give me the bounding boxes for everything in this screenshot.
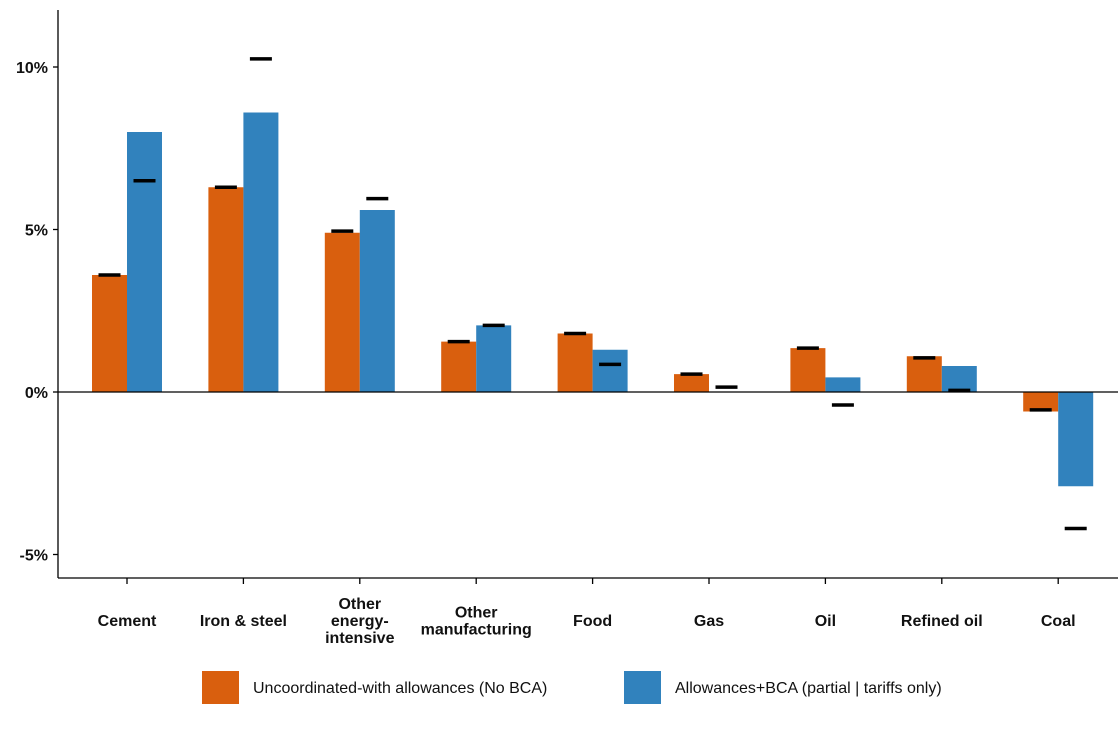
legend-swatch-bca [624,671,661,704]
category-label: Other [455,605,498,622]
bar-bca [127,132,162,392]
category-label: manufacturing [421,622,532,639]
legend-label-no-bca: Uncoordinated-with allowances (No BCA) [253,680,547,697]
category-label: Coal [1041,613,1076,630]
bar-no-bca [557,333,593,392]
bar-no-bca [906,356,942,392]
y-tick-label: -5% [20,548,48,565]
category-label: energy- [331,613,389,630]
bar-no-bca [441,341,477,392]
legend-label-bca: Allowances+BCA (partial | tariffs only) [675,680,942,697]
y-tick-label: 10% [16,60,48,77]
category-label: Refined oil [901,613,983,630]
category-label: Oil [815,613,836,630]
bar-bca [941,366,977,392]
legend-swatch-no-bca [202,671,239,704]
bar-no-bca [1023,392,1059,412]
bar-bca [592,349,628,392]
bar-no-bca [324,232,360,392]
y-tick-label: 5% [25,223,48,240]
category-label: Food [573,613,612,630]
category-label: Gas [694,613,724,630]
bar-no-bca [674,374,709,392]
bar-bca [1058,392,1094,487]
bar-bca [476,325,512,392]
bar-bca [359,210,395,392]
y-tick-label: 0% [25,385,48,402]
category-label: Iron & steel [200,613,287,630]
bar-no-bca [790,348,826,392]
category-label: Cement [98,613,157,630]
bar-bca [243,112,279,392]
bar-no-bca [208,187,244,392]
bar-bca [825,377,861,392]
category-label: intensive [325,630,394,647]
bar-no-bca [92,275,127,392]
category-label: Other [338,596,381,613]
